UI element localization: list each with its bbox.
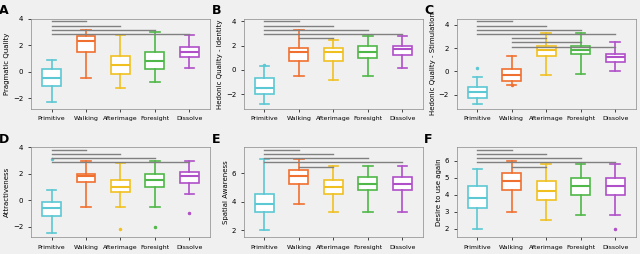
PathPatch shape: [537, 181, 556, 200]
Y-axis label: Pragmatic Quality: Pragmatic Quality: [4, 33, 10, 95]
Text: A: A: [0, 4, 8, 17]
PathPatch shape: [571, 178, 590, 195]
PathPatch shape: [393, 177, 412, 190]
Text: E: E: [211, 133, 220, 146]
PathPatch shape: [393, 46, 412, 55]
PathPatch shape: [537, 46, 556, 56]
PathPatch shape: [77, 174, 95, 182]
PathPatch shape: [358, 177, 378, 190]
Y-axis label: Attractiveness: Attractiveness: [4, 167, 10, 217]
PathPatch shape: [111, 180, 130, 192]
Text: B: B: [211, 4, 221, 17]
Y-axis label: Hedonic Quality - Stimulation: Hedonic Quality - Stimulation: [430, 12, 436, 115]
Text: C: C: [424, 4, 433, 17]
Y-axis label: Desire to use again: Desire to use again: [436, 158, 442, 226]
PathPatch shape: [502, 69, 521, 81]
PathPatch shape: [145, 174, 164, 187]
PathPatch shape: [605, 54, 625, 62]
PathPatch shape: [255, 194, 274, 212]
PathPatch shape: [145, 52, 164, 69]
PathPatch shape: [289, 170, 308, 184]
PathPatch shape: [468, 87, 487, 98]
PathPatch shape: [255, 78, 274, 94]
PathPatch shape: [605, 178, 625, 195]
PathPatch shape: [180, 47, 199, 57]
Y-axis label: Spatial Awareness: Spatial Awareness: [223, 160, 228, 224]
PathPatch shape: [324, 180, 343, 194]
PathPatch shape: [358, 46, 378, 58]
Text: F: F: [424, 133, 433, 146]
PathPatch shape: [324, 48, 343, 61]
Text: D: D: [0, 133, 9, 146]
PathPatch shape: [42, 69, 61, 86]
PathPatch shape: [468, 186, 487, 208]
PathPatch shape: [180, 172, 199, 183]
PathPatch shape: [571, 46, 590, 54]
PathPatch shape: [502, 173, 521, 190]
PathPatch shape: [42, 201, 61, 216]
PathPatch shape: [77, 36, 95, 52]
PathPatch shape: [289, 48, 308, 61]
Y-axis label: Hedonic Quality - Identity: Hedonic Quality - Identity: [217, 19, 223, 109]
PathPatch shape: [111, 56, 130, 74]
